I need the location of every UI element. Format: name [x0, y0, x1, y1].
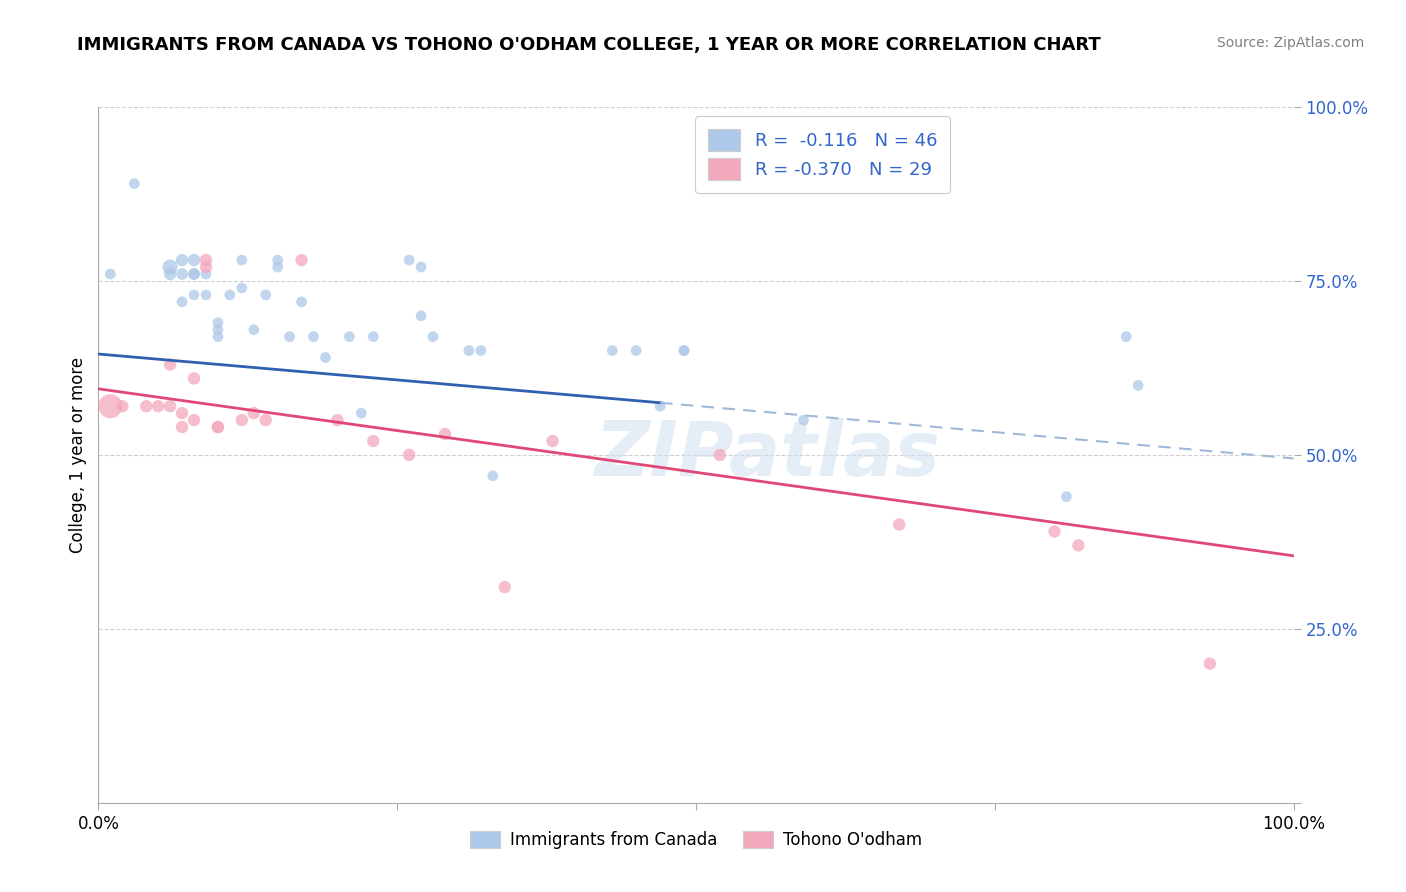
- Point: [135, 399, 157, 413]
- Point: [315, 351, 337, 365]
- Legend: Immigrants from Canada, Tohono O'odham: Immigrants from Canada, Tohono O'odham: [463, 822, 929, 857]
- Point: [183, 413, 205, 427]
- Point: [1115, 329, 1137, 343]
- Point: [422, 329, 444, 343]
- Point: [602, 343, 624, 358]
- Point: [1043, 524, 1066, 539]
- Point: [183, 371, 205, 385]
- Point: [326, 413, 349, 427]
- Point: [243, 323, 266, 337]
- Point: [172, 267, 194, 281]
- Point: [207, 323, 229, 337]
- Point: [207, 420, 229, 434]
- Point: [172, 253, 194, 268]
- Point: [302, 329, 325, 343]
- Point: [172, 420, 194, 434]
- Point: [195, 253, 218, 268]
- Point: [183, 267, 205, 281]
- Point: [183, 267, 205, 281]
- Point: [494, 580, 516, 594]
- Point: [207, 329, 229, 343]
- Point: [350, 406, 373, 420]
- Point: [231, 281, 253, 295]
- Point: [481, 468, 505, 483]
- Point: [111, 399, 134, 413]
- Point: [291, 294, 314, 309]
- Point: [183, 288, 205, 302]
- Point: [673, 343, 696, 358]
- Point: [434, 427, 457, 442]
- Point: [278, 329, 301, 343]
- Point: [159, 358, 181, 372]
- Point: [793, 413, 815, 427]
- Point: [626, 343, 648, 358]
- Point: [1128, 378, 1150, 392]
- Point: [889, 517, 911, 532]
- Point: [159, 260, 181, 274]
- Point: [411, 260, 433, 274]
- Point: [219, 288, 242, 302]
- Point: [195, 288, 218, 302]
- Point: [195, 267, 218, 281]
- Point: [398, 448, 420, 462]
- Point: [648, 399, 672, 413]
- Point: [541, 434, 564, 448]
- Text: ZIPatlas: ZIPatlas: [595, 418, 941, 491]
- Point: [1199, 657, 1222, 671]
- Point: [411, 309, 433, 323]
- Point: [148, 399, 170, 413]
- Point: [231, 253, 253, 268]
- Y-axis label: College, 1 year or more: College, 1 year or more: [69, 357, 87, 553]
- Point: [673, 343, 696, 358]
- Point: [1056, 490, 1078, 504]
- Point: [98, 267, 122, 281]
- Point: [207, 420, 229, 434]
- Point: [709, 448, 731, 462]
- Point: [458, 343, 481, 358]
- Point: [172, 294, 194, 309]
- Point: [254, 413, 277, 427]
- Point: [363, 329, 385, 343]
- Point: [243, 406, 266, 420]
- Point: [172, 406, 194, 420]
- Point: [124, 177, 146, 191]
- Point: [207, 316, 229, 330]
- Point: [183, 253, 205, 268]
- Point: [470, 343, 492, 358]
- Point: [398, 253, 420, 268]
- Point: [1067, 538, 1090, 552]
- Point: [195, 260, 218, 274]
- Point: [159, 399, 181, 413]
- Text: Source: ZipAtlas.com: Source: ZipAtlas.com: [1216, 36, 1364, 50]
- Point: [159, 267, 181, 281]
- Point: [254, 288, 277, 302]
- Point: [231, 413, 253, 427]
- Point: [339, 329, 361, 343]
- Point: [267, 260, 290, 274]
- Point: [98, 399, 122, 413]
- Text: IMMIGRANTS FROM CANADA VS TOHONO O'ODHAM COLLEGE, 1 YEAR OR MORE CORRELATION CHA: IMMIGRANTS FROM CANADA VS TOHONO O'ODHAM…: [77, 36, 1101, 54]
- Point: [267, 253, 290, 268]
- Point: [363, 434, 385, 448]
- Point: [291, 253, 314, 268]
